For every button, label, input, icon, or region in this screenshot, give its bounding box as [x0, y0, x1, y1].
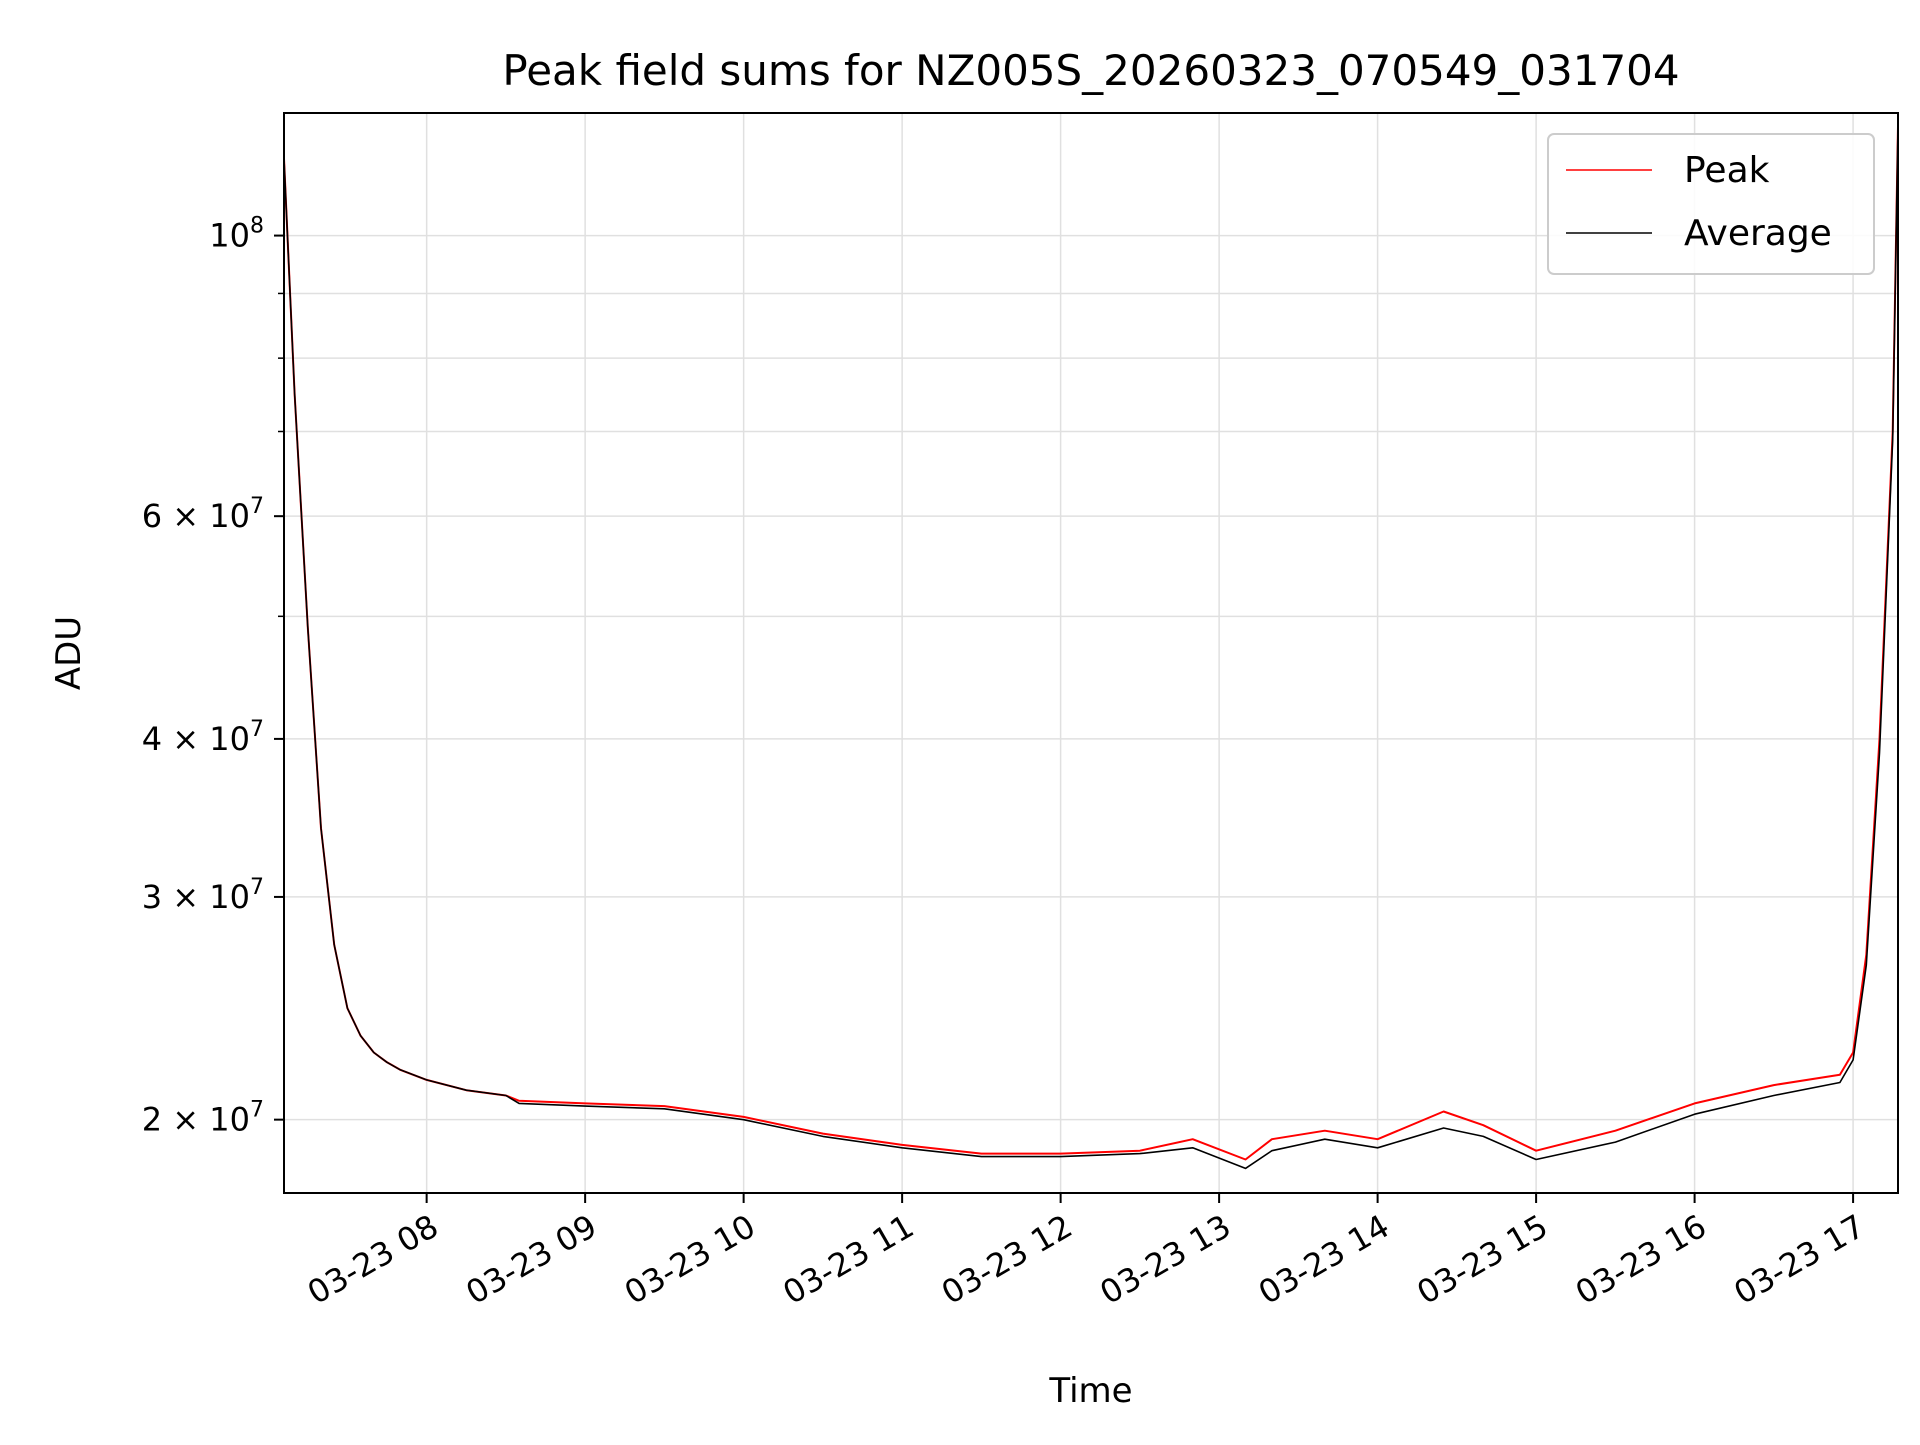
y-tick-label: 108 — [209, 214, 264, 255]
series-line-peak — [283, 126, 1899, 1161]
plot-frame — [283, 112, 1899, 1194]
x-tick-label: 03-23 15 — [1411, 1207, 1555, 1312]
x-axis-label: Time — [1048, 1371, 1132, 1411]
y-tick-label: 2 × 107 — [142, 1098, 264, 1139]
series-line-average — [283, 126, 1899, 1170]
x-tick-label: 03-23 10 — [618, 1207, 762, 1312]
x-tick-label: 03-23 12 — [935, 1207, 1079, 1312]
x-tick-label: 03-23 13 — [1094, 1207, 1238, 1312]
y-tick-label: 3 × 107 — [142, 875, 264, 916]
x-tick-label: 03-23 16 — [1569, 1207, 1713, 1312]
legend-box — [1547, 133, 1875, 275]
x-tick-label: 03-23 17 — [1727, 1207, 1871, 1312]
series-layer — [283, 126, 1899, 1170]
legend-label-peak: Peak — [1684, 150, 1770, 191]
x-tick-label: 03-23 14 — [1252, 1207, 1396, 1312]
grid — [284, 113, 1898, 1193]
x-tick-label: 03-23 11 — [777, 1207, 921, 1312]
x-tick-label: 03-23 08 — [301, 1207, 445, 1312]
x-axis-ticks: 03-23 08 03-23 09 03-23 10 03-23 11 03-23 12… — [301, 1193, 1871, 1312]
legend-label-average: Average — [1684, 213, 1832, 254]
chart-title: Peak field sums for NZ005S_20260323_0705… — [502, 46, 1679, 95]
legend: Peak Average — [1547, 133, 1875, 275]
y-axis-label: ADU — [49, 616, 89, 690]
y-tick-label: 6 × 107 — [142, 494, 264, 535]
y-axis-ticks: 2 × 107 3 × 107 4 × 107 6 × 107 108 — [142, 214, 284, 1139]
x-tick-label: 03-23 09 — [460, 1207, 604, 1312]
y-tick-label: 4 × 107 — [142, 717, 264, 758]
